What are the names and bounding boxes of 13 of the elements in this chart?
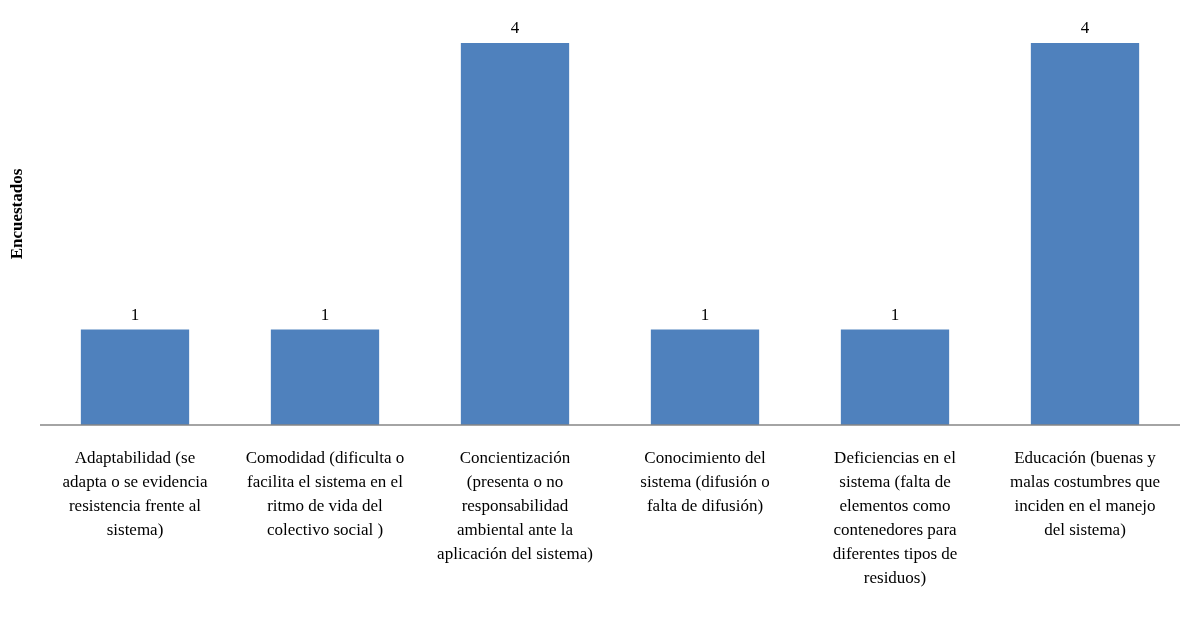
data-label: 4 <box>510 18 520 37</box>
y-axis-title: Encuestados <box>7 168 26 260</box>
data-label: 4 <box>1080 18 1090 37</box>
x-tick-label: Conocimiento del sistema (difusión o falta de difusión) <box>640 448 770 515</box>
x-tick-label: Educación (buenas y malas costumbres que inciden en el manejo del sistema) <box>1009 448 1161 539</box>
data-label: 1 <box>130 304 140 324</box>
x-tick-label: Deficiencias en el sistema (falta de elementos como contenedores para diferentes tipos de residuos) <box>832 448 958 587</box>
x-tick-label: Comodidad (dificulta o facilita el sistema en el ritmo de vida del colectivo social ) <box>245 448 405 539</box>
data-label: 1 <box>700 304 710 324</box>
x-tick-label: Adaptabilidad (se adapta o se evidencia resistencia frente al sistema) <box>62 448 208 539</box>
data-label: 1 <box>890 304 900 324</box>
x-tick-label: Concientización (presenta o no responsabilidad ambiental ante la aplicación del sistema) <box>437 448 593 563</box>
data-label: 1 <box>320 304 330 324</box>
